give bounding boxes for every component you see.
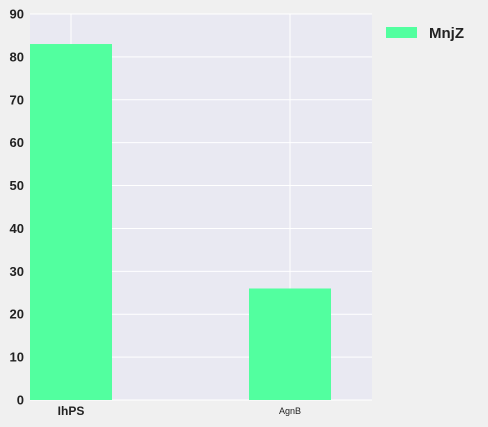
y-tick-label: 70 <box>10 92 24 107</box>
x-tick-label: AgnB <box>279 406 301 416</box>
x-axis-ticks: IhPS AgnB <box>58 404 301 418</box>
bar-agnb <box>249 288 331 400</box>
legend-swatch <box>386 27 417 38</box>
y-tick-label: 50 <box>10 178 24 193</box>
y-tick-label: 20 <box>10 307 24 322</box>
bar-ihps <box>30 44 112 401</box>
y-tick-label: 80 <box>10 49 24 64</box>
y-tick-label: 10 <box>10 350 24 365</box>
legend: MnjZ <box>386 25 464 42</box>
bars <box>30 44 331 401</box>
y-tick-label: 0 <box>17 393 24 408</box>
y-axis-ticks: 0 10 20 30 40 50 60 70 80 90 <box>10 7 24 408</box>
y-tick-label: 90 <box>10 7 24 22</box>
x-tick-label: IhPS <box>58 404 85 418</box>
y-tick-label: 30 <box>10 264 24 279</box>
y-tick-label: 40 <box>10 221 24 236</box>
legend-label: MnjZ <box>429 25 464 42</box>
y-tick-label: 60 <box>10 135 24 150</box>
